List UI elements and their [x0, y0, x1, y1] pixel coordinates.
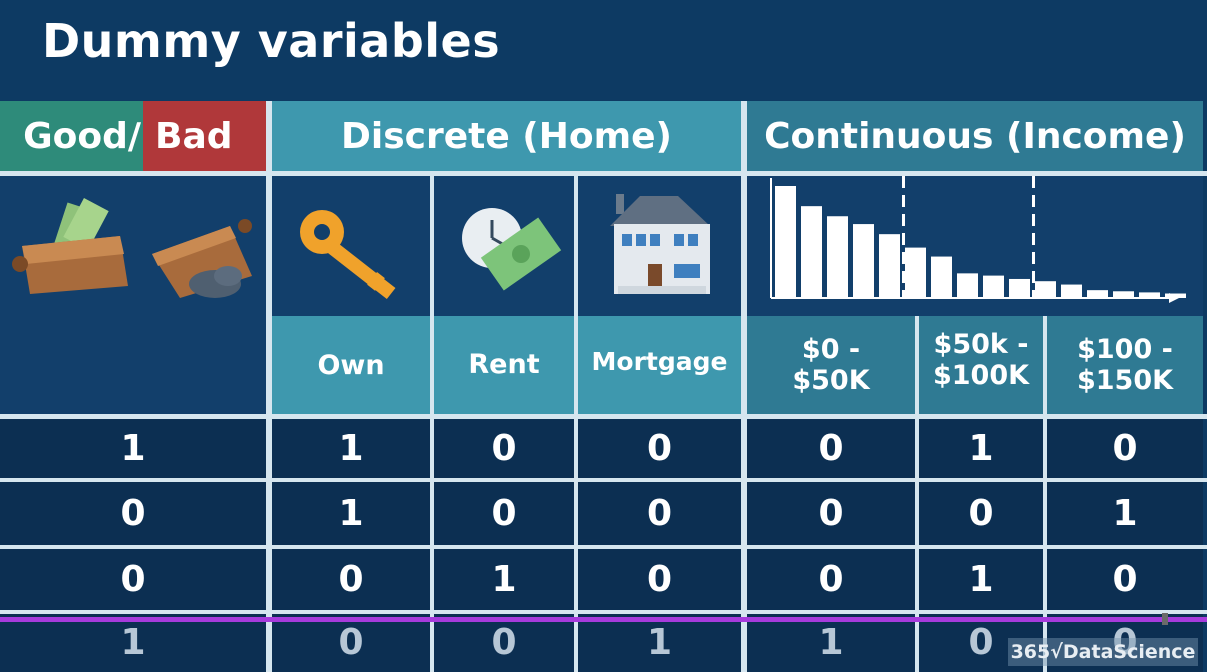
video-progress-bar[interactable]: [0, 617, 1207, 622]
table-cell: 1: [1047, 482, 1203, 545]
brand-watermark: 365√DataScience: [1008, 638, 1198, 666]
histogram-bar: [879, 234, 900, 298]
table-cell: 1: [434, 549, 574, 610]
grid-divider: [915, 316, 919, 672]
histogram-bar: [931, 256, 952, 298]
income-bin-3-label: $100 - $150K: [1047, 316, 1203, 414]
table-cell: 0: [1047, 614, 1203, 672]
income-bin-1-label: $0 - $50K: [747, 316, 915, 414]
histogram-bar: [1165, 293, 1186, 298]
clock-money-icon: [462, 208, 562, 291]
rent-label: Rent: [434, 316, 574, 414]
histogram-bar: [1139, 292, 1160, 298]
rent-icon-panel: [434, 176, 574, 316]
wallet-panel: [0, 176, 266, 414]
table-cell: 1: [578, 614, 741, 672]
key-icon: [300, 210, 396, 300]
histogram-bar: [983, 275, 1004, 298]
table-cell: 0: [747, 482, 915, 545]
grid-divider: [574, 171, 578, 672]
table-cell: 1: [747, 614, 915, 672]
discrete-header: Discrete (Home): [272, 101, 741, 171]
good-header: Good/: [0, 101, 143, 171]
histogram-bar: [905, 247, 926, 298]
full-wallet-icon: [12, 198, 128, 294]
histogram-bar: [775, 186, 796, 298]
slide-title: Dummy variables: [42, 14, 501, 68]
table-cell: 0: [1047, 419, 1203, 478]
grid-divider: [266, 101, 272, 672]
histogram-bar: [1009, 278, 1030, 298]
histogram-bar: [801, 206, 822, 298]
histogram-bar: [853, 224, 874, 298]
table-cell: 0: [434, 614, 574, 672]
table-cell: 1: [919, 419, 1043, 478]
table-cell: 0: [747, 419, 915, 478]
table-cell: 0: [434, 482, 574, 545]
table-cell: 0: [0, 482, 266, 545]
grid-divider: [0, 414, 1207, 419]
grid-divider: [430, 171, 434, 672]
table-cell: 1: [919, 549, 1043, 610]
table-cell: 0: [434, 419, 574, 478]
histogram-bar: [1113, 291, 1134, 298]
histogram-bar: [1061, 284, 1082, 298]
empty-wallet-icon: [152, 219, 252, 298]
table-cell: 0: [578, 549, 741, 610]
table-cell: 0: [272, 614, 430, 672]
grid-divider: [0, 171, 1207, 176]
mortgage-label: Mortgage: [578, 316, 741, 414]
table-cell: 1: [0, 614, 266, 672]
table-cell: 0: [578, 419, 741, 478]
own-label: Own: [272, 316, 430, 414]
x-axis-arrow: [1169, 293, 1179, 303]
table-cell: 0: [578, 482, 741, 545]
grid-divider: [741, 101, 747, 672]
income-histogram: [770, 176, 1186, 303]
income-histogram-panel: [747, 176, 1203, 316]
table-cell: 1: [272, 419, 430, 478]
grid-divider: [1043, 316, 1047, 672]
own-icon-panel: [272, 176, 430, 316]
table-cell: 0: [919, 482, 1043, 545]
histogram-bar: [1035, 281, 1056, 298]
continuous-header: Continuous (Income): [747, 101, 1203, 171]
table-cell: 0: [919, 614, 1043, 672]
histogram-bar: [1087, 290, 1108, 298]
histogram-bar: [827, 216, 848, 298]
table-cell: 0: [1047, 549, 1203, 610]
grid-divider: [0, 545, 1207, 549]
wallet-icons: [12, 198, 252, 298]
table-cell: 0: [272, 549, 430, 610]
mortgage-icon-panel: [578, 176, 741, 316]
video-scrubber-handle[interactable]: [1162, 613, 1168, 625]
histogram-bar: [957, 273, 978, 298]
grid-divider: [0, 610, 1207, 614]
table-cell: 0: [0, 549, 266, 610]
income-bin-2-label: $50k - $100K: [919, 316, 1043, 414]
grid-divider: [0, 478, 1207, 482]
table-cell: 1: [272, 482, 430, 545]
table-cell: 1: [0, 419, 266, 478]
bad-header: Bad: [143, 101, 266, 171]
house-icon: [610, 194, 710, 294]
table-cell: 0: [747, 549, 915, 610]
